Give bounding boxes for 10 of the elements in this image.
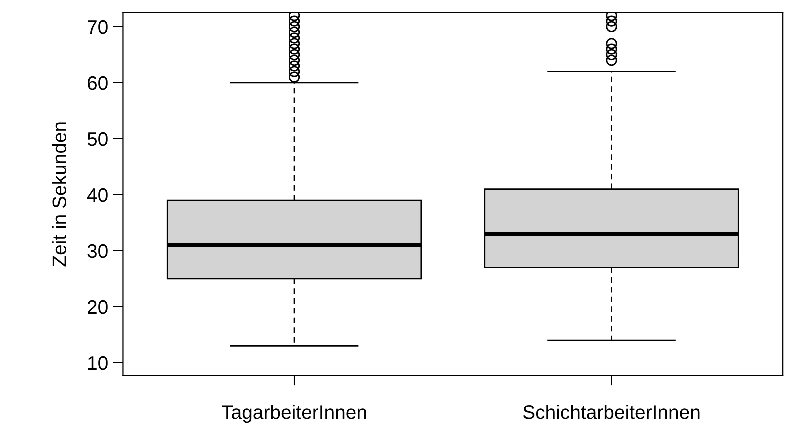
y-tick-label: 20 xyxy=(88,300,108,314)
x-tick-label: SchichtarbeiterInnen xyxy=(523,405,700,420)
y-tick-label: 60 xyxy=(88,76,108,90)
x-tick-label: TagarbeiterInnen xyxy=(222,405,366,424)
y-tick-label: 50 xyxy=(88,132,108,146)
y-tick-label: 40 xyxy=(87,188,108,202)
y-axis-title: Zeit in Sekunden xyxy=(52,122,67,267)
y-tick-label: 10 xyxy=(88,356,108,370)
y-tick-label: 30 xyxy=(88,244,108,258)
y-tick-label: 70 xyxy=(88,20,108,34)
